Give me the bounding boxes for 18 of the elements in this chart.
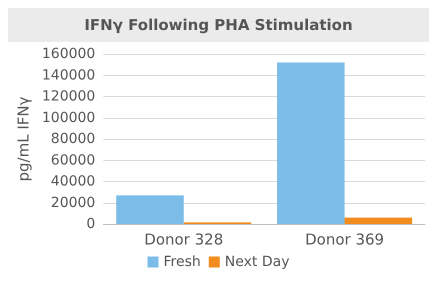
y-tick-label: 40000 [50,174,96,190]
y-tick-label: 140000 [42,67,96,84]
chart-title: IFNγ Following PHA Stimulation [8,8,429,42]
legend-label: Fresh [164,254,201,270]
bar [277,62,345,224]
x-tick-label: Donor 328 [144,230,224,248]
legend-label: Next Day [224,254,290,270]
bar [344,218,412,224]
y-tick-label: 120000 [42,88,96,104]
y-axis-title: pg/mL IFNγ [14,96,32,182]
y-tick-label: 20000 [50,194,96,211]
bar [116,195,184,224]
y-tick-label: 160000 [42,46,96,62]
y-tick-label: 60000 [50,152,96,168]
y-tick-label: 100000 [42,110,96,126]
x-tick-label: Donor 369 [305,230,384,248]
y-tick-label: 0 [86,216,96,232]
y-tick-label: 80000 [50,131,96,147]
